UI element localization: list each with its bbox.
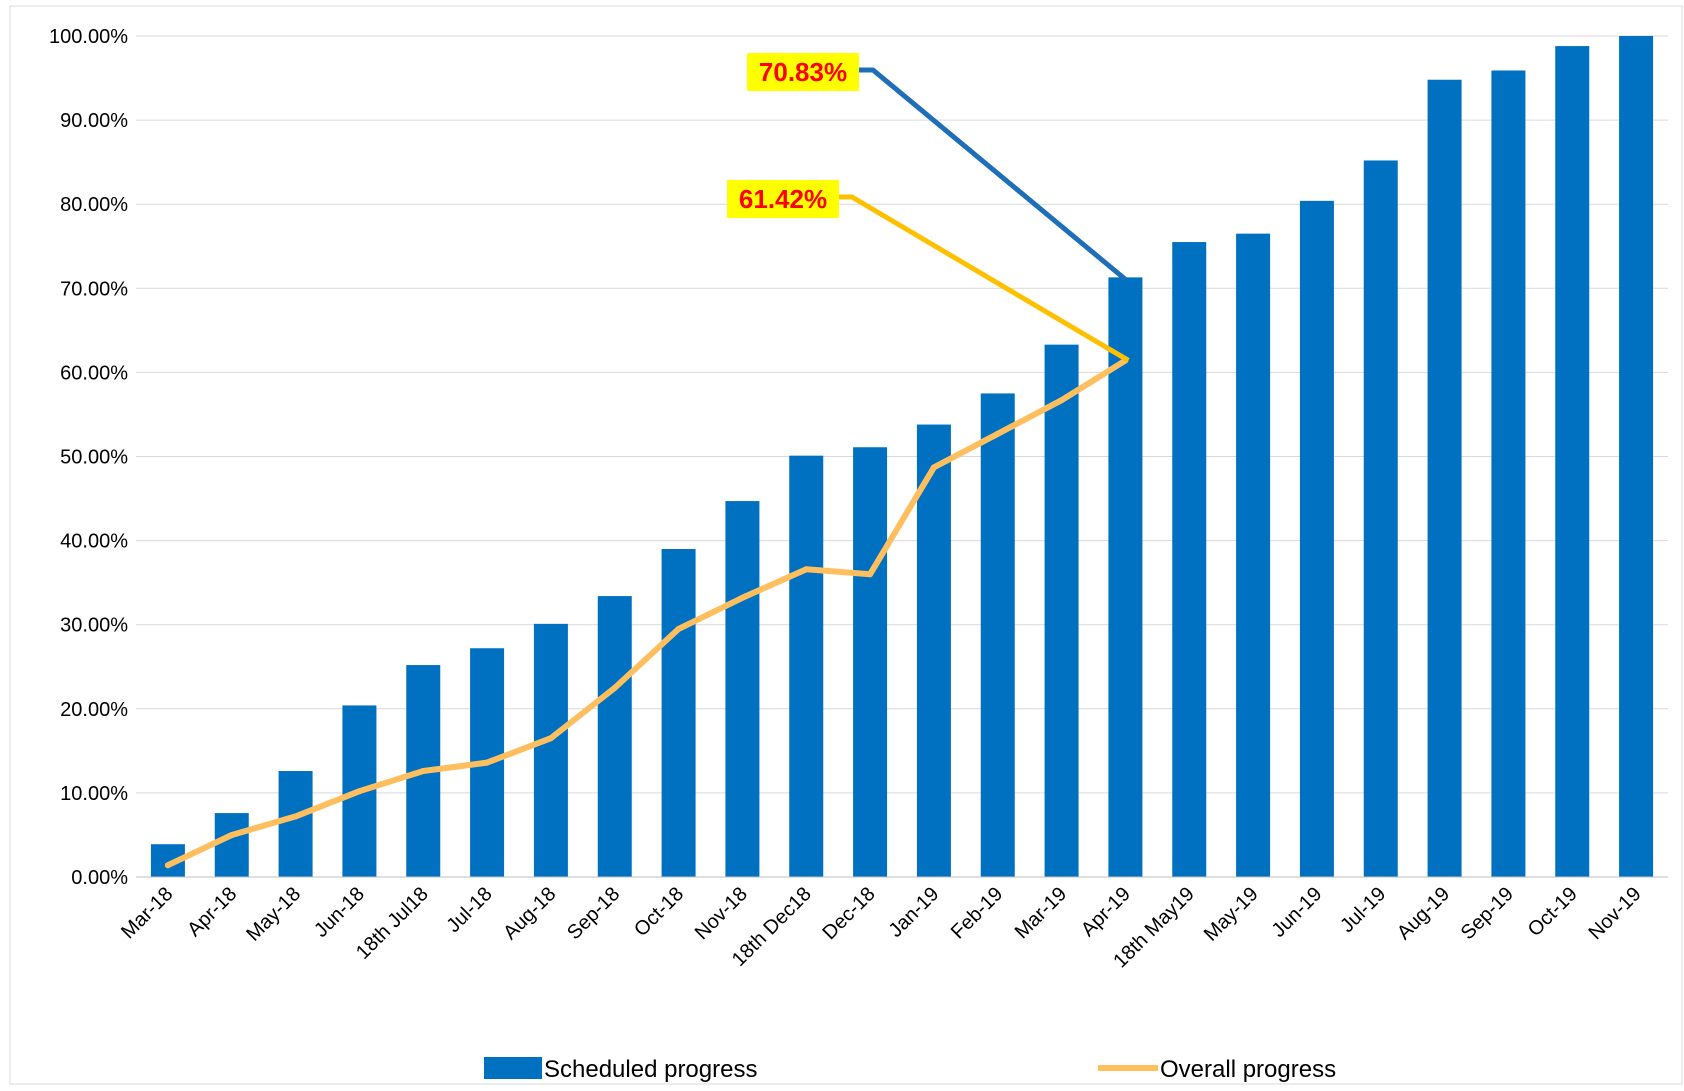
line-point [420,768,427,775]
y-tick-label: 40.00% [60,531,128,553]
x-tick-label: May-18 [242,883,305,946]
x-tick-label: Nov-18 [691,883,752,944]
x-tick-label: Aug-18 [499,883,560,944]
bar [789,455,824,877]
chart-frame [9,5,1683,1085]
bar [1108,277,1143,877]
x-tick-label: Jan-19 [885,883,944,942]
y-axis-tick-labels: 0.00% 10.00% 20.00% 30.00% 40.00% 50.00% 60.00… [49,26,128,889]
bar [1555,46,1590,878]
line-point [803,566,810,573]
legend-swatch-scheduled [484,1057,542,1079]
callout-label: 70.83% [759,57,847,87]
bar [597,596,632,877]
line-point [739,594,746,601]
line-point [356,788,363,795]
x-tick-label: May-19 [1200,883,1263,946]
line-point [867,571,874,578]
bar [214,813,249,877]
line-point [547,735,554,742]
legend: Scheduled progress Overall progress [484,1056,1336,1083]
legend-label-overall: Overall progress [1160,1056,1336,1083]
bar [980,393,1015,877]
x-tick-label: Aug-19 [1393,883,1454,944]
x-tick-label: Mar-19 [1011,883,1071,943]
y-tick-label: 0.00% [71,867,128,889]
x-tick-label: Jul-18 [443,883,497,937]
bar [1363,160,1398,877]
y-tick-label: 100.00% [49,26,128,48]
gridlines [136,35,1668,794]
x-tick-label: Dec-18 [818,883,879,944]
callout-leader-line [859,67,1128,282]
bar [853,447,888,877]
bar [661,549,696,877]
line-point [994,430,1001,437]
bar [1491,70,1526,877]
line-point [228,831,235,838]
line-point [292,813,299,820]
bar [533,623,568,877]
line-point [675,625,682,632]
y-tick-label: 60.00% [60,362,128,384]
y-tick-label: 50.00% [60,447,128,469]
legend-label-scheduled: Scheduled progress [544,1056,757,1083]
callout-box [747,53,859,91]
y-tick-label: 70.00% [60,278,128,300]
x-tick-label: Oct-19 [1524,883,1582,941]
callout-leader-line [839,194,1130,363]
line-point [1058,397,1065,404]
x-tick-label: Mar-18 [117,883,177,943]
x-tick-label: Apr-19 [1077,883,1135,941]
bar [1236,233,1271,877]
callout-box [727,180,839,218]
bar [278,771,313,877]
y-tick-label: 20.00% [60,699,128,721]
bar [916,424,951,877]
line-point [484,759,491,766]
line-point [164,862,171,869]
bar [1044,344,1079,878]
y-tick-label: 30.00% [60,615,128,637]
bar [1299,200,1334,877]
x-tick-label: Jul-19 [1336,883,1390,937]
bar [1172,242,1207,878]
callout-label: 61.42% [739,184,827,214]
bar [725,501,760,877]
x-tick-label: Sep-19 [1457,883,1518,944]
x-tick-label: Jun-19 [1268,883,1327,942]
bar [1619,36,1654,877]
x-tick-label: Feb-19 [947,883,1007,943]
x-tick-label: Nov-19 [1584,883,1645,944]
x-tick-label: Oct-18 [630,883,688,941]
bar [1427,79,1462,878]
line-point [930,464,937,471]
y-tick-label: 90.00% [60,110,128,132]
x-tick-label: Jun-18 [310,883,369,942]
callout-annotations: 70.83% 61.42% [727,53,1130,363]
bar-series-scheduled [150,36,1654,878]
line-point [611,684,618,691]
y-tick-label: 80.00% [60,194,128,216]
x-tick-label: Apr-18 [183,883,241,941]
x-tick-label: Sep-18 [563,883,624,944]
overall-progress-line [164,357,1129,869]
y-tick-label: 10.00% [60,783,128,805]
